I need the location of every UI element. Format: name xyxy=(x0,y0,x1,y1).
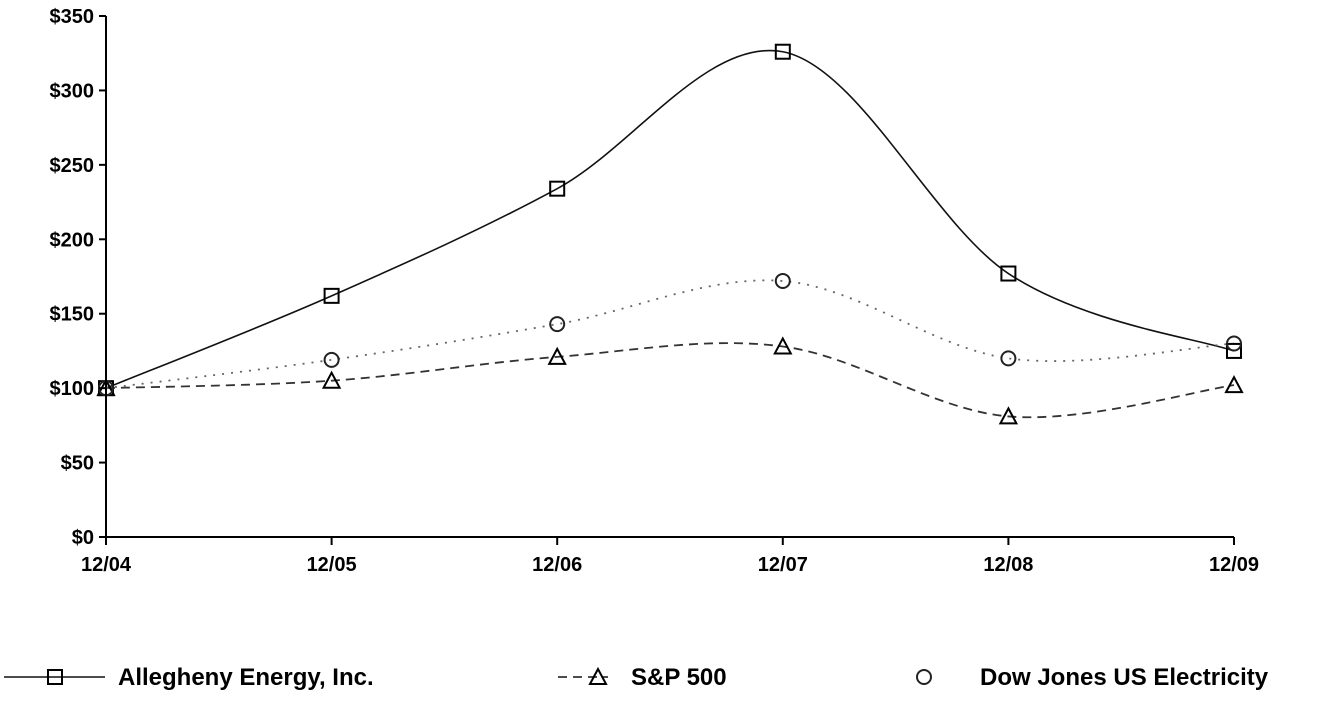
y-tick-label: $150 xyxy=(50,304,95,326)
y-tick-label: $350 xyxy=(50,6,95,28)
axes: $0 $50 $100 $150 $200 $250 $300 $350 12/04 12/05 1… xyxy=(50,6,1260,576)
x-tick-label: 12/05 xyxy=(307,554,357,576)
x-tick-label: 12/04 xyxy=(81,554,132,576)
y-tick-label: $300 xyxy=(50,80,95,102)
legend-marker-square xyxy=(47,669,63,685)
data-point-circle xyxy=(1226,335,1242,352)
data-point-square xyxy=(323,287,340,304)
data-point-triangle xyxy=(773,336,793,355)
series-markers xyxy=(96,43,1244,425)
series-line-0 xyxy=(105,49,1235,389)
x-tick-label: 12/09 xyxy=(1209,554,1259,576)
data-point-circle xyxy=(549,316,566,333)
data-point-square xyxy=(549,180,566,197)
y-tick-label: $250 xyxy=(50,155,95,177)
legend-marker-triangle xyxy=(588,666,608,685)
series-lines xyxy=(105,49,1235,419)
legend-label: Allegheny Energy, Inc. xyxy=(118,664,374,691)
data-point-square xyxy=(1226,342,1242,359)
data-point-circle xyxy=(323,351,340,368)
legend-marker-circle xyxy=(916,669,932,685)
y-tick-label: $0 xyxy=(72,527,94,549)
series-line-1 xyxy=(105,342,1235,419)
y-tick-label: $200 xyxy=(50,229,95,251)
legend: Allegheny Energy, Inc. S&P 500 Dow Jones U… xyxy=(4,664,1269,691)
legend-label: S&P 500 xyxy=(631,664,727,691)
data-point-square xyxy=(774,43,791,60)
y-tick-label: $50 xyxy=(61,453,94,475)
x-tick-label: 12/08 xyxy=(983,554,1033,576)
x-tick-label: 12/07 xyxy=(758,554,808,576)
y-tick-label: $100 xyxy=(50,378,95,400)
data-point-triangle xyxy=(547,346,567,365)
data-point-triangle xyxy=(321,370,342,389)
series-line-2 xyxy=(105,279,1235,390)
legend-label: Dow Jones US Electricity xyxy=(980,664,1269,691)
data-point-triangle xyxy=(1224,375,1244,394)
data-point-circle xyxy=(1000,350,1017,367)
data-point-circle xyxy=(774,272,791,289)
x-tick-label: 12/06 xyxy=(532,554,582,576)
data-point-square xyxy=(1000,265,1017,282)
data-point-triangle xyxy=(998,406,1019,425)
